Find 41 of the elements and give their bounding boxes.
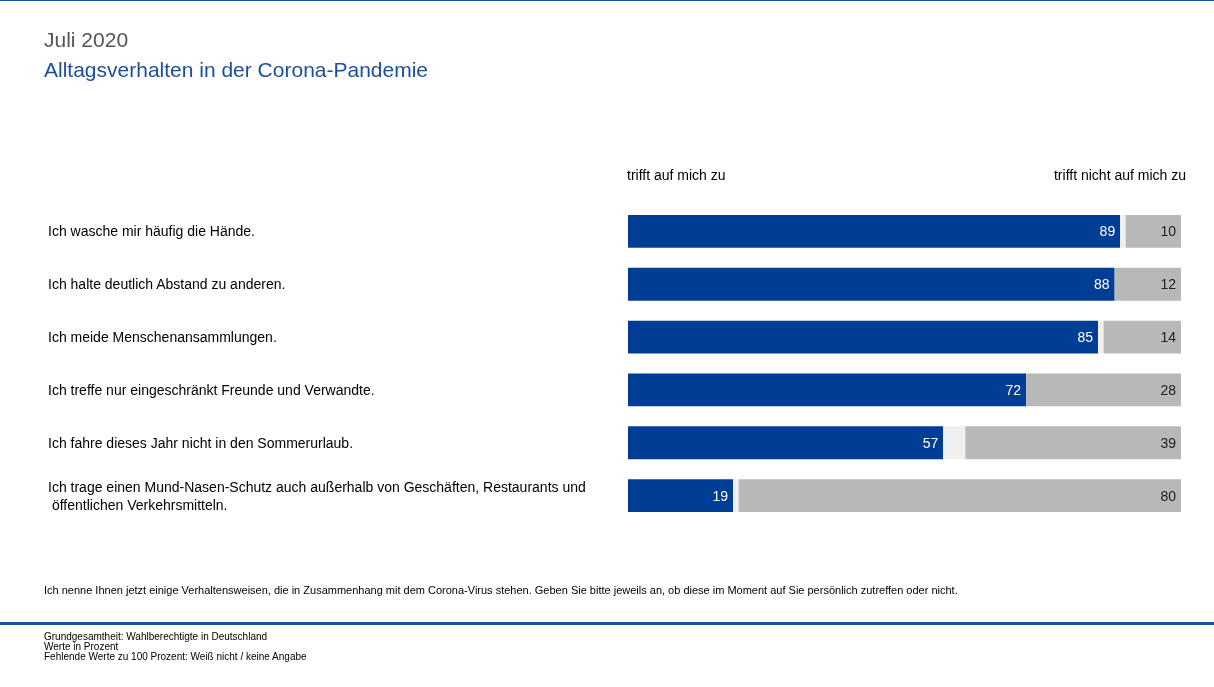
text: Juli 2020 <box>44 28 129 52</box>
bar <box>1114 267 1181 301</box>
bar <box>628 320 1099 354</box>
bar <box>965 426 1181 460</box>
data-label: 39 <box>1160 434 1177 451</box>
text: trifft auf mich zu <box>627 167 726 183</box>
y-tick-label: Ich fahre dieses Jahr nicht in den Sommerurlaub. <box>48 434 354 451</box>
data-label: 72 <box>1005 381 1022 398</box>
bar <box>628 479 734 512</box>
y-tick-label: Ich halte deutlich Abstand zu anderen. <box>48 276 286 293</box>
bar <box>628 215 1121 248</box>
y-tick-label: Ich meide Menschenansammlungen. <box>48 329 277 346</box>
bar <box>628 426 944 460</box>
bar <box>1026 373 1181 407</box>
bar <box>943 426 966 460</box>
data-label: 89 <box>1099 223 1116 240</box>
bar <box>1125 215 1181 248</box>
data-label: 14 <box>1160 329 1177 346</box>
bar <box>1120 215 1126 248</box>
data-label: 10 <box>1160 223 1177 240</box>
text: Alltagsverhalten in der Corona-Pandemie <box>44 58 429 82</box>
bar <box>628 267 1115 301</box>
y-tick-label: Ich wasche mir häufig die Hände. <box>48 223 255 240</box>
bar <box>628 373 1027 407</box>
bar <box>738 479 1181 512</box>
text: Ich nenne Ihnen jetzt einige Verhaltensweisen, die in Zusammenhang mit dem Corona-Virus stehen. Geben Sie bitte jeweils an, ob diese im Moment auf Sie persönlich zutreffen oder nicht. <box>44 584 959 597</box>
data-label: 12 <box>1160 276 1177 293</box>
text: Grundgesamtheit: Wahlberechtigte in Deutschland <box>44 631 268 642</box>
data-label: 88 <box>1094 276 1110 293</box>
text: trifft nicht auf mich zu <box>1053 167 1186 183</box>
bar <box>733 479 739 512</box>
y-tick-label: Ich trage einen Mund-Nasen-Schutz auch außerhalb von Geschäften, Restaurants und öffentlichen Verkehrsmitteln. <box>48 478 586 513</box>
data-label: 57 <box>922 434 939 451</box>
data-label: 28 <box>1160 381 1177 398</box>
bar <box>1103 320 1181 354</box>
y-tick-label: Ich treffe nur eingeschränkt Freunde und Verwandte. <box>48 381 375 398</box>
data-label: 85 <box>1077 329 1094 346</box>
bar <box>1098 320 1104 354</box>
text: Fehlende Werte zu 100 Prozent: Weiß nicht / keine Angabe <box>44 651 307 662</box>
data-label: 19 <box>712 487 729 504</box>
data-label: 80 <box>1160 487 1177 504</box>
